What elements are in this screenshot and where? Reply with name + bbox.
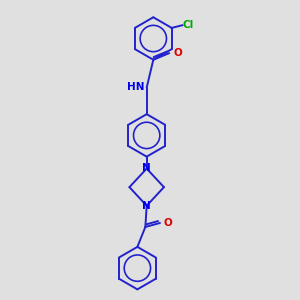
Text: Cl: Cl	[183, 20, 194, 30]
Text: O: O	[164, 218, 173, 228]
Text: N: N	[142, 201, 151, 212]
Text: N: N	[142, 163, 151, 173]
Text: O: O	[173, 48, 182, 58]
Text: HN: HN	[127, 82, 144, 92]
